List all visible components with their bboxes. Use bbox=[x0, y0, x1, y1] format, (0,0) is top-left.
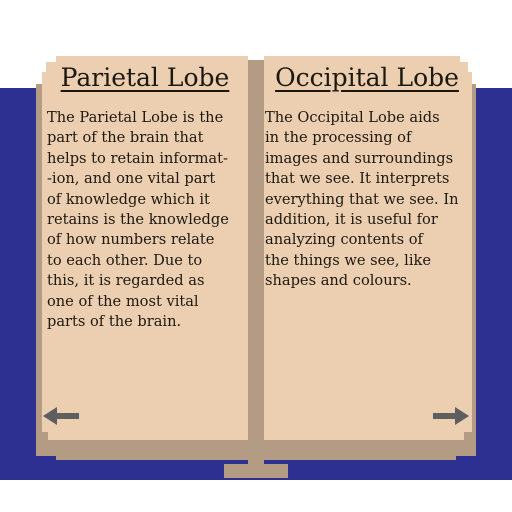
right-page-title: Occipital Lobe bbox=[275, 63, 459, 92]
left-page bbox=[56, 56, 248, 62]
left-page-body: The Parietal Lobe is the part of the bra… bbox=[47, 109, 229, 331]
right-page bbox=[264, 62, 468, 72]
right-page bbox=[264, 56, 460, 62]
previous-page-button[interactable] bbox=[43, 407, 81, 425]
binding-base bbox=[224, 464, 288, 478]
right-page bbox=[264, 432, 464, 440]
left-page bbox=[42, 72, 248, 432]
binding-stem bbox=[248, 444, 264, 468]
left-page bbox=[48, 432, 248, 440]
book-cover-right-step bbox=[484, 92, 512, 472]
left-page bbox=[46, 62, 248, 72]
right-page bbox=[264, 72, 472, 432]
right-page-body: The Occipital Lobe aids in the processin… bbox=[265, 109, 459, 290]
arrow-left-icon bbox=[43, 407, 79, 425]
left-page-title: Parietal Lobe bbox=[60, 63, 230, 92]
book-cover-left bbox=[0, 88, 40, 478]
arrow-right-icon bbox=[433, 407, 469, 425]
next-page-button[interactable] bbox=[431, 407, 469, 425]
book-spine bbox=[248, 60, 264, 450]
